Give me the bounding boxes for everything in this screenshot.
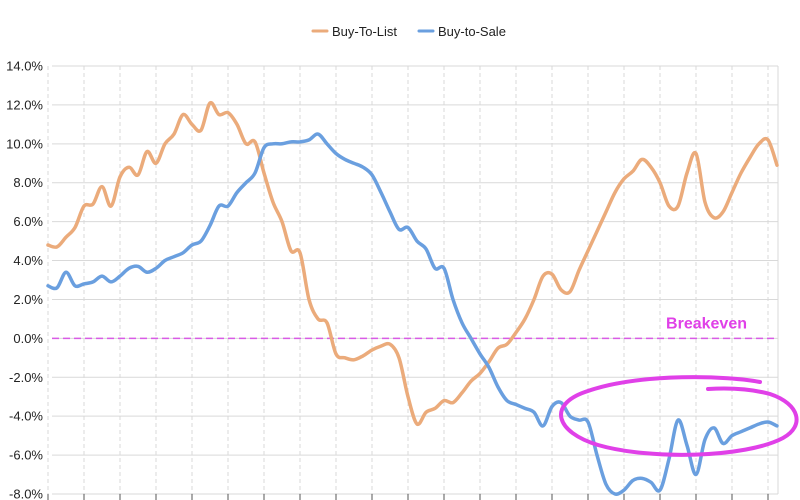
y-tick-label: 12.0% — [6, 97, 43, 112]
legend-label-buy-to-list: Buy-To-List — [332, 24, 397, 39]
y-tick-label: -8.0% — [9, 487, 43, 500]
breakeven-label: Breakeven — [666, 315, 747, 332]
legend: Buy-To-List Buy-to-Sale — [311, 24, 506, 39]
y-tick-label: 10.0% — [6, 136, 43, 151]
y-tick-label: 2.0% — [13, 292, 43, 307]
series-line-buy-to-list — [46, 100, 779, 427]
y-tick-label: -6.0% — [9, 448, 43, 463]
y-tick-label: -4.0% — [9, 409, 43, 424]
y-axis: 14.0% 12.0% 10.0% 8.0% 6.0% 4.0% 2.0% 0.0% -2.0%… — [6, 59, 43, 500]
y-tick-label: -2.0% — [9, 370, 43, 385]
series-line-buy-to-sale — [46, 132, 779, 496]
y-tick-label: 8.0% — [13, 175, 43, 190]
annotation-layer — [559, 375, 799, 457]
highlight-circle-annotation — [559, 375, 799, 457]
grid-layer — [47, 65, 779, 495]
y-tick-label: 4.0% — [13, 253, 43, 268]
y-tick-label: 6.0% — [13, 214, 43, 229]
x-axis — [47, 494, 769, 500]
reference-lines: Breakeven — [52, 315, 778, 340]
legend-label-buy-to-sale: Buy-to-Sale — [438, 24, 506, 39]
series-layer — [46, 100, 779, 496]
y-tick-label: 0.0% — [13, 331, 43, 346]
y-tick-label: 14.0% — [6, 59, 43, 74]
